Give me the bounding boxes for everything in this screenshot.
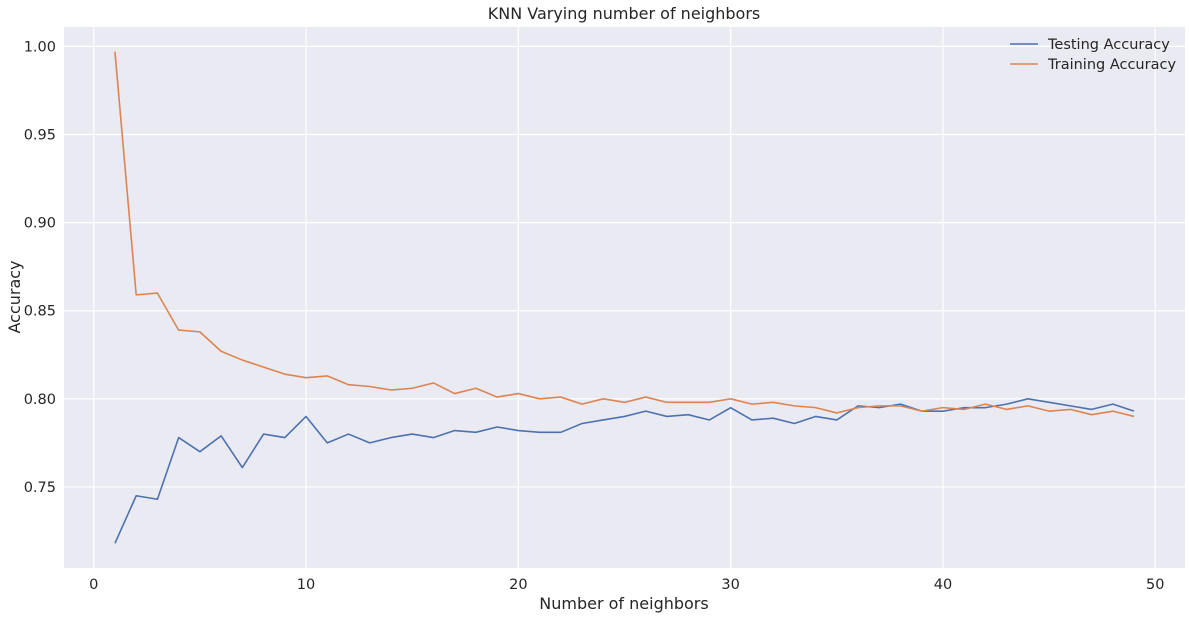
y-tick-labels: 0.75 0.80 0.85 0.90 0.95 1.00 [24,39,56,496]
y-tick-label: 0.90 [24,216,56,232]
gridlines [64,27,1185,568]
y-tick-label: 1.00 [24,39,56,55]
x-tick-labels: 0 10 20 30 40 50 [89,577,1164,593]
x-tick-label: 50 [1146,577,1164,593]
legend-label: Training Accuracy [1047,57,1176,73]
y-axis-label: Accuracy [5,260,24,333]
x-tick-label: 20 [509,577,527,593]
y-tick-label: 0.85 [24,304,56,320]
chart-title: KNN Varying number of neighbors [488,4,761,23]
plot-background [64,27,1185,568]
series-line-0 [114,398,1135,544]
series-line-1 [114,51,1135,418]
series-lines [114,51,1135,544]
y-tick-label: 0.80 [24,392,56,408]
y-tick-label: 0.75 [24,480,56,496]
x-tick-label: 10 [297,577,315,593]
x-axis-label: Number of neighbors [539,594,708,613]
x-tick-label: 0 [89,577,98,593]
legend-label: Testing Accuracy [1047,37,1170,53]
legend: Testing Accuracy Training Accuracy [1010,37,1176,73]
x-tick-label: 30 [721,577,739,593]
y-tick-label: 0.95 [24,127,56,143]
x-tick-label: 40 [934,577,952,593]
